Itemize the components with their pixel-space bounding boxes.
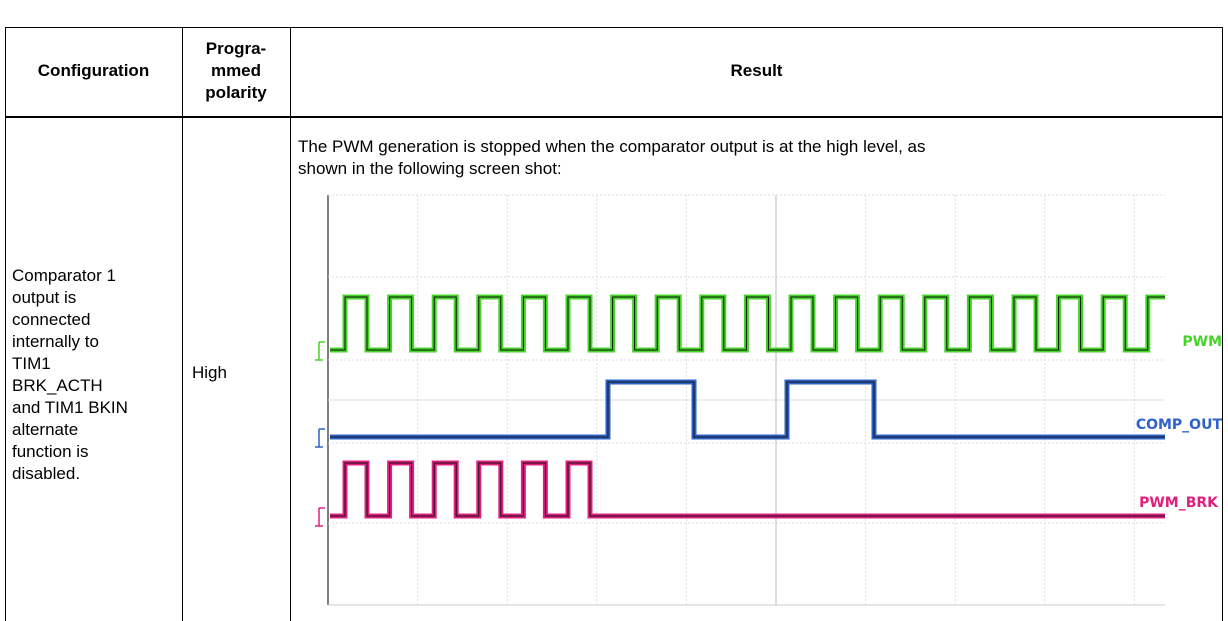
page: Configuration Progra- mmed polarity Resu… [0, 0, 1228, 621]
ground-marker [315, 508, 325, 526]
oscilloscope-screenshot: PWM COMP_OUT PWM_BRK [0, 0, 1228, 621]
waveform [330, 297, 1165, 350]
waveform [330, 463, 1165, 516]
ground-marker [315, 429, 325, 447]
trace-label: PWM [1182, 334, 1222, 350]
waveform-edge [330, 382, 1165, 437]
trace-label: PWM_BRK [1139, 495, 1219, 511]
trace-label: COMP_OUT [1136, 417, 1223, 433]
waveform [330, 382, 1165, 437]
ground-marker [315, 342, 325, 360]
